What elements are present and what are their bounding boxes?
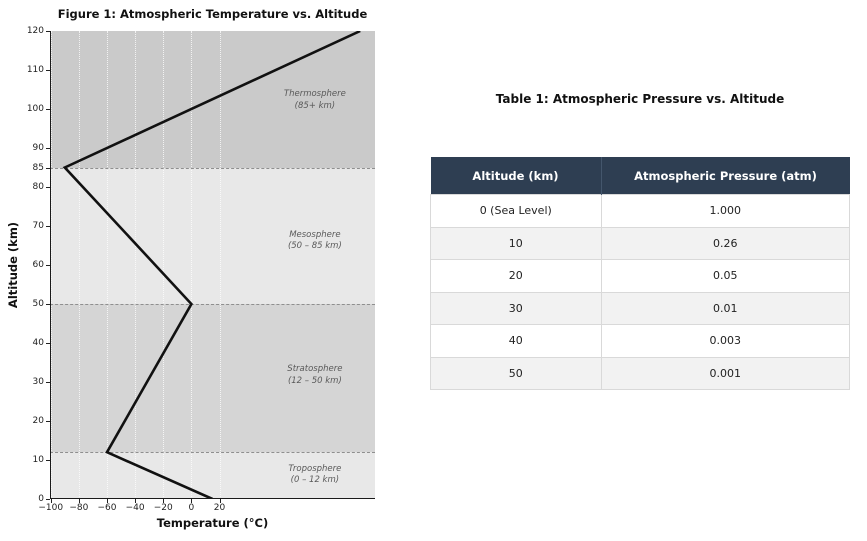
band-troposphere: [50, 452, 375, 499]
y-tick-mark: [46, 304, 50, 305]
x-tick-label: −60: [97, 503, 117, 513]
y-tick-mark: [46, 226, 50, 227]
y-tick-label: 0: [38, 494, 44, 504]
y-tick-mark: [46, 31, 50, 32]
y-tick-mark: [46, 499, 50, 500]
y-tick-label: 20: [32, 416, 44, 426]
gridline: [78, 31, 80, 499]
gridline: [219, 31, 221, 499]
y-tick-mark: [46, 187, 50, 188]
table-header-row: Altitude (km) Atmospheric Pressure (atm): [430, 157, 850, 195]
y-tick-label: 30: [32, 377, 44, 387]
header-cell-altitude: Altitude (km): [430, 157, 601, 195]
y-tick-mark: [46, 382, 50, 383]
y-tick-mark: [46, 343, 50, 344]
band-mesosphere: [50, 167, 375, 304]
table-row: 50 0.001: [430, 356, 850, 390]
y-tick-label: 10: [32, 455, 44, 465]
table-row: 40 0.003: [430, 324, 850, 358]
altitude-cell: 50: [430, 356, 602, 390]
x-axis-label: Temperature (°C): [156, 516, 269, 530]
y-tick-label: 120: [26, 26, 44, 36]
layer-boundary-line: [50, 304, 375, 305]
y-tick-mark: [46, 148, 50, 149]
y-tick-label: 80: [32, 182, 44, 192]
altitude-cell: 40: [430, 324, 602, 358]
header-cell-pressure: Atmospheric Pressure (atm): [600, 157, 850, 195]
y-tick-label: 85: [32, 162, 44, 173]
pressure-cell: 1.000: [600, 194, 850, 228]
y-tick-label: 70: [32, 221, 44, 231]
pressure-cell: 0.01: [600, 291, 850, 325]
y-tick-mark: [46, 167, 50, 169]
pressure-cell: 0.05: [600, 259, 850, 293]
x-tick-mark: [191, 499, 193, 503]
band-label-troposphere: Troposphere (0 – 12 km): [288, 463, 342, 486]
altitude-cell: 10: [430, 226, 602, 260]
band-label-stratosphere: Stratosphere (12 – 50 km): [287, 364, 343, 387]
band-stratosphere: [50, 304, 375, 453]
y-tick-label: 110: [26, 65, 44, 75]
x-tick-mark: [135, 499, 137, 503]
y-tick-mark: [46, 265, 50, 266]
table-row: 20 0.05: [430, 259, 850, 293]
pressure-table: Altitude (km) Atmospheric Pressure (atm)…: [430, 157, 850, 390]
y-tick-label: 60: [32, 260, 44, 270]
layer-boundary-line: [50, 452, 375, 454]
x-tick-label: −100: [38, 503, 64, 513]
x-tick-mark: [50, 499, 52, 503]
x-tick-mark: [78, 499, 80, 503]
y-tick-mark: [46, 460, 50, 461]
altitude-cell: 0 (Sea Level): [430, 194, 602, 228]
band-label-mesosphere: Mesosphere (50 – 85 km): [287, 229, 342, 252]
table-row: 0 (Sea Level) 1.000: [430, 194, 850, 228]
x-tick-mark: [219, 499, 221, 503]
band-label-thermosphere: Thermosphere (85+ km): [283, 89, 346, 112]
x-axis-spine: [50, 497, 375, 499]
y-tick-mark: [46, 70, 50, 71]
table-body: 0 (Sea Level) 1.000 10 0.26 20 0.05 30 0.01 40 0.…: [430, 194, 850, 390]
figure-panel: Figure 1: Atmospheric Temperature vs. Al…: [0, 0, 430, 541]
y-axis-spine: [50, 31, 52, 499]
pressure-table-panel: Table 1: Atmospheric Pressure vs. Altitu…: [430, 0, 850, 541]
x-tick-label: 0: [188, 503, 195, 513]
gridline: [163, 31, 165, 499]
table-row: 10 0.26: [430, 226, 850, 260]
y-tick-label: 50: [32, 299, 44, 309]
gridline: [191, 31, 193, 499]
x-tick-mark: [106, 499, 108, 503]
pressure-cell: 0.26: [600, 226, 850, 260]
gridline: [135, 31, 137, 499]
x-tick-label: −40: [125, 503, 145, 513]
table-title: Table 1: Atmospheric Pressure vs. Altitu…: [495, 92, 785, 106]
y-tick-mark: [46, 109, 50, 110]
altitude-cell: 20: [430, 259, 602, 293]
x-tick-label: −80: [69, 503, 89, 513]
x-tick-label: −20: [153, 503, 173, 513]
temperature-line: [62, 31, 361, 499]
x-tick-mark: [163, 499, 165, 503]
plot-area: Troposphere (0 – 12 km) Stratosphere (12 …: [50, 31, 375, 499]
table-row: 30 0.01: [430, 291, 850, 325]
y-tick-label: 100: [26, 104, 44, 114]
pressure-cell: 0.003: [600, 324, 850, 358]
layer-boundary-line: [50, 167, 375, 169]
y-tick-mark: [46, 421, 50, 422]
altitude-cell: 30: [430, 291, 602, 325]
x-tick-label: 20: [213, 503, 226, 513]
y-tick-label: 40: [32, 338, 44, 348]
figure-title: Figure 1: Atmospheric Temperature vs. Al…: [57, 7, 368, 21]
gridline: [106, 31, 108, 499]
y-tick-label: 90: [32, 143, 44, 153]
pressure-cell: 0.001: [600, 356, 850, 390]
